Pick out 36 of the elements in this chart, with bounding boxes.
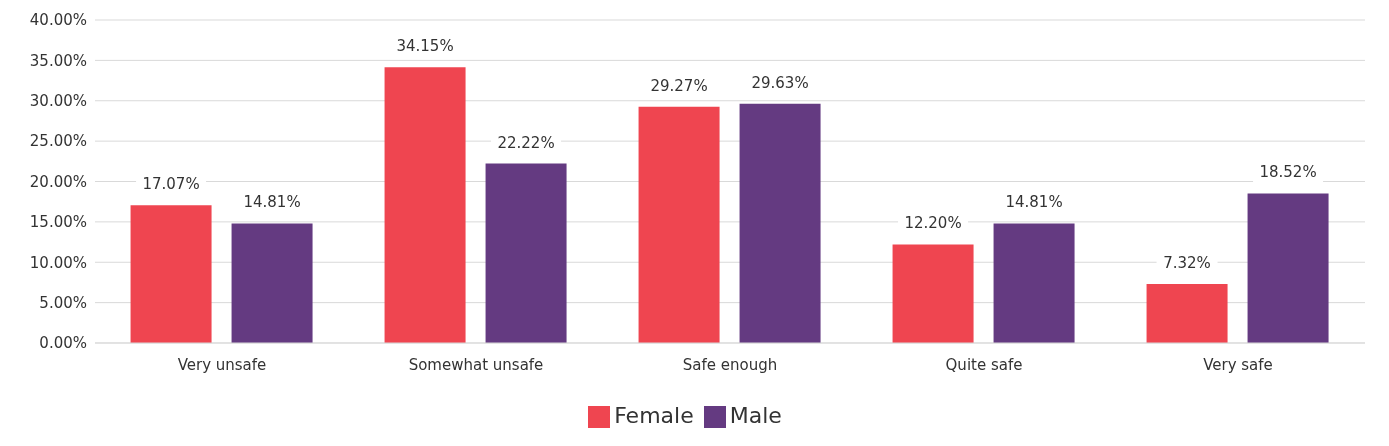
data-label: 12.20% — [904, 214, 962, 233]
x-tick-label: Very safe — [1203, 355, 1273, 374]
y-tick-label: 20.00% — [29, 172, 87, 191]
data-label: 14.81% — [243, 193, 301, 212]
bar — [739, 103, 821, 343]
x-tick-label: Safe enough — [682, 355, 778, 374]
y-tick-label: 10.00% — [29, 253, 87, 272]
y-tick-label: 35.00% — [29, 51, 87, 70]
y-tick-label: 30.00% — [29, 92, 87, 111]
x-tick-label: Somewhat unsafe — [408, 355, 544, 374]
data-label: 14.81% — [1005, 193, 1063, 212]
y-tick-label: 40.00% — [29, 11, 87, 30]
data-label: 34.15% — [396, 37, 454, 56]
x-tick-label: Very unsafe — [177, 355, 267, 374]
legend-label: Female — [614, 403, 694, 428]
y-tick-label: 15.00% — [29, 213, 87, 232]
bar — [1146, 283, 1228, 343]
bar — [892, 244, 974, 343]
data-label: 29.63% — [751, 73, 809, 92]
data-label: 29.27% — [650, 76, 708, 95]
y-tick-label: 5.00% — [39, 293, 87, 312]
y-tick-label: 0.00% — [39, 334, 87, 353]
bar — [993, 223, 1075, 343]
y-tick-label: 25.00% — [29, 132, 87, 151]
bar — [638, 106, 720, 343]
data-label: 18.52% — [1259, 163, 1317, 182]
data-label: 7.32% — [1163, 253, 1211, 272]
bar — [1247, 193, 1329, 343]
bar — [485, 163, 567, 343]
data-label: 17.07% — [142, 175, 200, 194]
legend-label: Male — [729, 403, 782, 428]
x-tick-label: Quite safe — [945, 355, 1023, 374]
bar — [384, 67, 466, 343]
data-label: 22.22% — [497, 133, 555, 152]
bar — [231, 223, 313, 343]
bar — [130, 205, 212, 343]
